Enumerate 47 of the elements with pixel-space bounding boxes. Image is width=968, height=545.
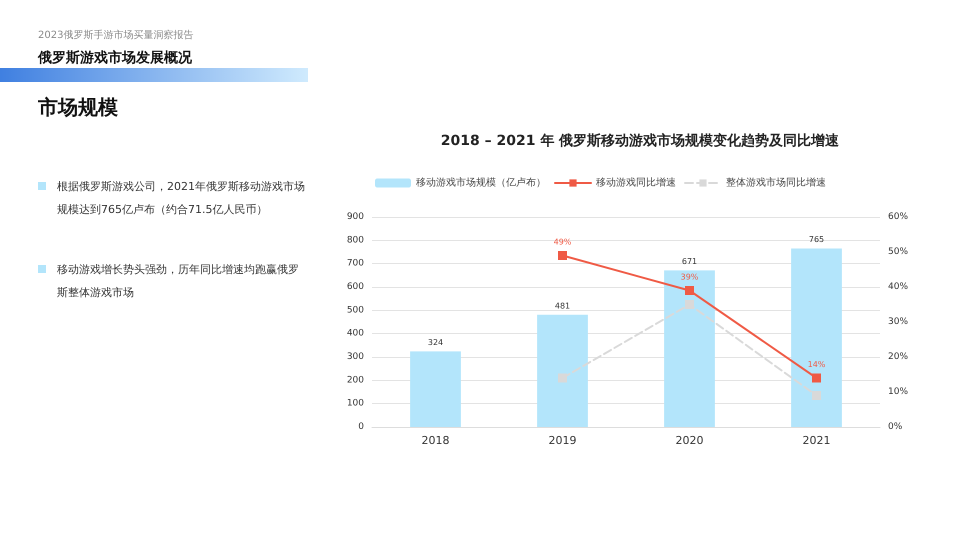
y-tick-label: 700 <box>346 258 364 269</box>
bar <box>791 248 842 427</box>
y-tick-label: 900 <box>346 212 364 222</box>
bar <box>410 351 461 427</box>
legend-label: 移动游戏同比增速 <box>596 176 676 188</box>
point <box>558 374 567 382</box>
y2-tick-label: 30% <box>888 317 908 327</box>
y-tick-label: 200 <box>346 375 364 386</box>
y-tick-label: 0 <box>358 422 364 432</box>
y-tick-label: 300 <box>346 352 364 362</box>
legend-label: 整体游戏市场同比增速 <box>726 176 826 188</box>
x-tick-label: 2018 <box>422 434 450 447</box>
y2-tick-label: 50% <box>888 247 908 257</box>
bar <box>664 270 715 427</box>
y2-tick-label: 10% <box>888 387 908 397</box>
point <box>812 391 821 400</box>
point <box>685 300 694 309</box>
y2-tick-label: 60% <box>888 212 908 222</box>
y-tick-label: 100 <box>346 398 364 409</box>
x-tick-label: 2021 <box>802 434 830 447</box>
y2-tick-label: 40% <box>888 282 908 292</box>
y2-tick-label: 0% <box>888 422 903 432</box>
data-label: 765 <box>808 235 824 244</box>
data-label: 49% <box>554 238 572 246</box>
y2-tick-label: 20% <box>888 352 908 362</box>
text: 市场规模 <box>38 94 119 121</box>
text: 移动游戏增长势头强劲，历年同比增速均跑赢俄罗斯整体游戏市场 <box>57 262 300 301</box>
point <box>812 374 821 382</box>
x-tick-label: 2019 <box>548 434 576 447</box>
y-tick-label: 400 <box>346 328 364 339</box>
x-tick-label: 2020 <box>676 434 704 447</box>
text: 俄罗斯游戏市场发展概况 <box>38 49 193 67</box>
legend-label: 移动游戏市场规模（亿卢布） <box>416 176 546 188</box>
bar <box>537 314 588 427</box>
data-label: 39% <box>680 272 699 282</box>
y-tick-label: 500 <box>346 305 364 316</box>
chart-title: 2018 – 2021 年 俄罗斯移动游戏市场规模变化趋势及同比增速 <box>440 132 840 149</box>
text: 2023俄罗斯手游市场买量洞察报告 <box>38 28 194 42</box>
data-label: 671 <box>682 256 698 266</box>
point <box>685 286 694 295</box>
text: 根据俄罗斯游戏公司，2021年俄罗斯移动游戏市场规模达到765亿卢布（约合71.5亿人民币） <box>57 179 306 218</box>
data-label: 14% <box>808 360 826 369</box>
y-tick-label: 800 <box>346 235 364 246</box>
y-tick-label: 600 <box>346 282 364 292</box>
data-label: 324 <box>428 338 444 347</box>
data-label: 481 <box>554 301 570 310</box>
point <box>558 251 567 260</box>
